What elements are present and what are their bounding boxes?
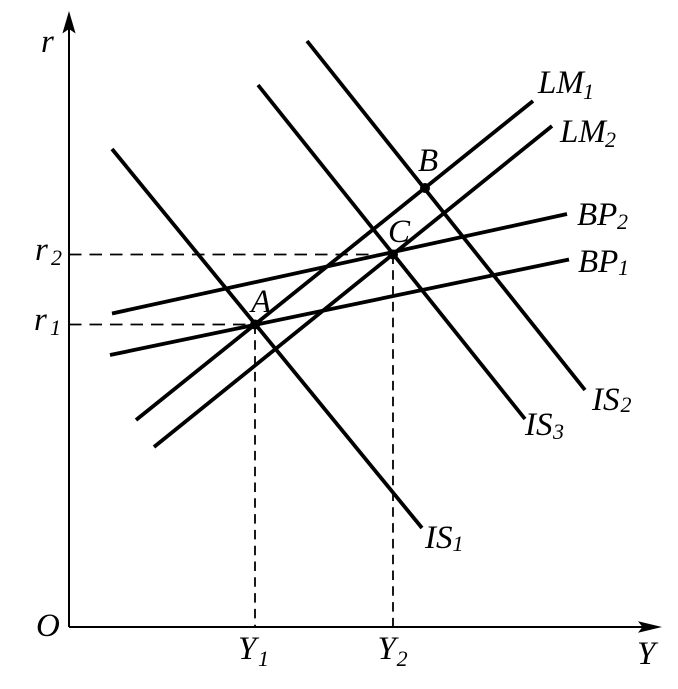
svg-text:r: r	[34, 302, 47, 338]
svg-text:IS: IS	[424, 520, 453, 556]
svg-text:LM: LM	[559, 114, 607, 150]
svg-text:B: B	[418, 143, 438, 179]
svg-text:r: r	[35, 232, 48, 268]
svg-text:2: 2	[617, 209, 628, 234]
svg-text:Y: Y	[378, 631, 400, 667]
svg-text:IS: IS	[591, 382, 620, 418]
svg-text:1: 1	[618, 255, 629, 280]
svg-text:IS: IS	[524, 407, 553, 443]
svg-text:BP: BP	[578, 244, 618, 280]
svg-text:O: O	[36, 608, 60, 644]
svg-text:Y: Y	[238, 631, 260, 667]
svg-text:2: 2	[605, 127, 616, 152]
svg-text:3: 3	[552, 419, 564, 444]
svg-text:C: C	[388, 214, 411, 250]
svg-text:2: 2	[397, 646, 408, 671]
svg-text:1: 1	[50, 315, 61, 340]
svg-text:A: A	[249, 284, 272, 320]
svg-text:2: 2	[621, 392, 632, 417]
svg-text:BP: BP	[577, 197, 617, 233]
svg-text:LM: LM	[537, 65, 585, 101]
svg-text:r: r	[41, 24, 54, 60]
svg-text:Y: Y	[637, 636, 659, 672]
svg-text:2: 2	[51, 245, 62, 270]
svg-text:1: 1	[258, 646, 269, 671]
svg-text:1: 1	[453, 531, 464, 556]
svg-text:1: 1	[583, 79, 594, 104]
